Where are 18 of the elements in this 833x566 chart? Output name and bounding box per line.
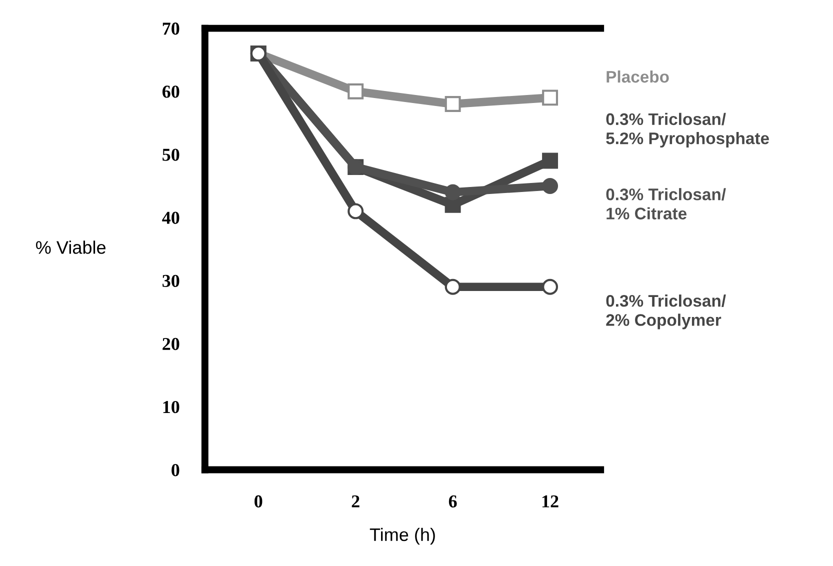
text: 0.3% Triclosan/ 5.2% Pyrophosphate	[606, 112, 769, 148]
y-tick-label: 40	[162, 212, 180, 224]
x-tick-label: 0	[254, 495, 262, 508]
x-tick-label: 12	[542, 495, 558, 508]
y-tick-label: 70	[162, 22, 180, 35]
y-tick-label: 10	[163, 400, 180, 414]
y-tick-label: 30	[162, 274, 180, 288]
text: 0.3% Triclosan/ 1% Citrate	[606, 188, 726, 220]
y-tick-label: 60	[162, 86, 180, 98]
text: 0.3% Triclosan/ 2% Copolymer	[606, 294, 726, 330]
text: Placebo	[606, 70, 669, 83]
x-tick-label: 6	[448, 495, 457, 508]
y-tick-label: 20	[162, 338, 180, 350]
y-tick-label: 0	[172, 464, 180, 476]
y-axis-title: % Viable	[36, 240, 106, 254]
y-tick-label: 50	[162, 148, 180, 161]
x-axis-title: Time (h)	[370, 528, 435, 545]
x-tick-label: 2	[352, 495, 360, 508]
